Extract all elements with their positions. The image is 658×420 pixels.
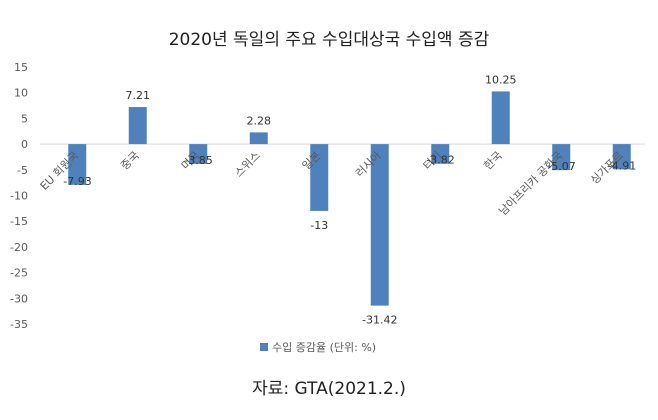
y-tick-label: -15 [10, 215, 28, 228]
data-label: -3.82 [426, 154, 454, 167]
y-tick-label: -10 [10, 190, 28, 203]
category-label: 스위스 [232, 149, 263, 180]
data-label: 7.21 [126, 89, 151, 102]
legend-label: 수입 증감율 (단위: %) [272, 341, 376, 354]
bar [431, 144, 450, 164]
y-tick-label: -20 [10, 241, 28, 254]
data-label: -31.42 [362, 314, 397, 327]
bar [552, 144, 571, 171]
data-label: 2.28 [247, 114, 272, 127]
y-axis: 15 10 5 0 -5 -10 -15 -20 -25 -30 -35 [10, 61, 28, 331]
bar [249, 132, 268, 145]
y-tick-label: -25 [10, 267, 28, 280]
source-caption: 자료: GTA(2021.2.) [252, 379, 406, 399]
bar [128, 107, 147, 145]
y-tick-label: -5 [17, 164, 28, 177]
bar [68, 144, 87, 185]
bars-group [68, 91, 631, 306]
y-tick-label: 0 [21, 138, 28, 151]
value-labels-group: -7.93 7.21 -3.85 2.28 -13 -31.42 -3.82 10.25 -5.… [63, 73, 636, 326]
chart-title: 2020년 독일의 주요 수입대상국 수입액 증감 [169, 30, 490, 50]
y-tick-label: 15 [14, 61, 28, 74]
bar [189, 144, 208, 164]
legend: 수입 증감율 (단위: %) [260, 341, 376, 354]
data-label: -13 [310, 219, 328, 232]
data-label: -3.85 [184, 154, 212, 167]
bar [491, 91, 510, 145]
y-tick-label: 10 [14, 87, 28, 100]
data-label: -4.91 [608, 159, 636, 172]
bar [370, 144, 389, 306]
data-label: -5.07 [547, 160, 575, 173]
category-label: 한국 [481, 149, 505, 173]
bar [612, 144, 631, 170]
bar [310, 144, 329, 211]
data-label: -7.93 [63, 175, 91, 188]
y-tick-label: 5 [21, 112, 28, 125]
y-tick-label: -35 [10, 318, 28, 331]
category-label: 중국 [118, 149, 142, 173]
y-tick-label: -30 [10, 292, 28, 305]
data-label: 10.25 [485, 73, 517, 86]
legend-swatch [260, 343, 268, 351]
